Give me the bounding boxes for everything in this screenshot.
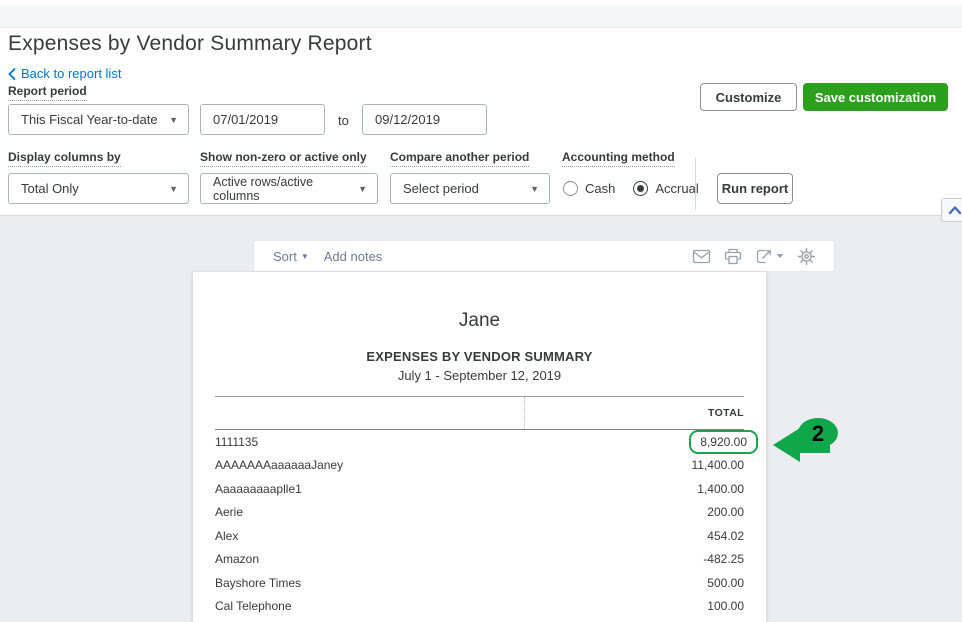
vendor-total[interactable]: 500.00 [707, 575, 744, 590]
collapse-panel-button[interactable] [941, 198, 962, 222]
date-from-value: 07/01/2019 [213, 112, 279, 127]
table-row: Bayshore Times 500.00 [215, 571, 744, 595]
vendor-name: 1111135 [215, 434, 259, 449]
chevron-down-icon: ▼ [169, 114, 178, 125]
save-customization-label: Save customization [814, 89, 937, 105]
vendor-name: Aaaaaaaaaplle1 [215, 481, 302, 496]
radio-circle-selected [633, 181, 649, 196]
show-nonzero-select[interactable]: Active rows/active columns ▼ [200, 173, 378, 204]
chevron-down-icon: ▼ [169, 183, 178, 194]
table-row: 1111135 8,920.00 [215, 429, 758, 454]
vendor-name: AAAAAAAaaaaaaJaney [215, 458, 344, 473]
compare-period-label: Compare another period [390, 150, 530, 167]
header-top-rule [215, 396, 744, 397]
accounting-method-label: Accounting method [562, 150, 675, 167]
chevron-down-icon: ▼ [300, 251, 309, 261]
chevron-down-icon: ▼ [358, 183, 367, 194]
column-separator [524, 397, 525, 429]
back-to-report-list-link[interactable]: Back to report list [8, 66, 121, 81]
customize-button[interactable]: Customize [700, 83, 797, 111]
filter-panel-divider [0, 215, 962, 216]
run-report-button[interactable]: Run report [717, 173, 793, 204]
vendor-name: Cal Telephone [215, 599, 292, 614]
vertical-divider [695, 158, 696, 210]
accrual-radio[interactable]: Accrual [633, 181, 699, 196]
sort-menu[interactable]: Sort ▼ [273, 249, 309, 264]
chevron-up-icon [948, 206, 962, 215]
vendor-total[interactable]: 11,400.00 [691, 458, 745, 473]
table-row: Aaaaaaaaaplle1 1,400.00 [215, 477, 744, 501]
radio-circle-unselected [563, 181, 578, 196]
report-period-subtitle: July 1 - September 12, 2019 [397, 368, 562, 383]
company-name: Jane [458, 310, 501, 331]
run-report-label: Run report [721, 181, 789, 196]
compare-period-select[interactable]: Select period ▼ [390, 173, 550, 204]
vendor-name: Alex [215, 528, 239, 543]
vendor-name: Amazon [215, 552, 260, 567]
chevron-down-icon [776, 254, 784, 258]
table-row: Cal Telephone 100.00 [215, 595, 744, 619]
step-annotation-arrow: 2 [773, 418, 838, 462]
vendor-name: Bayshore Times [215, 575, 302, 590]
chevron-down-icon: ▼ [530, 183, 539, 194]
table-row: AAAAAAAaaaaaaJaney 11,400.00 [215, 454, 744, 478]
vendor-total[interactable]: 454.02 [707, 528, 744, 543]
compare-period-value: Select period [403, 181, 479, 196]
date-range-joiner: to [338, 113, 349, 128]
vendor-total[interactable]: 8,920.00 [689, 429, 758, 454]
accrual-radio-label: Accrual [655, 181, 699, 196]
vendor-total[interactable]: 100.00 [707, 599, 744, 614]
add-notes-button[interactable]: Add notes [324, 249, 383, 264]
vendor-rows: 1111135 8,920.00 AAAAAAAaaaaaaJaney 11,4… [215, 429, 758, 619]
date-from-input[interactable]: 07/01/2019 [200, 104, 325, 135]
step-number: 2 [812, 421, 824, 446]
export-icon[interactable] [755, 248, 784, 265]
vendor-total[interactable]: -482.25 [703, 552, 744, 567]
show-nonzero-value: Active rows/active columns [213, 174, 314, 203]
report-period-select[interactable]: This Fiscal Year-to-date ▼ [8, 104, 189, 135]
save-customization-button[interactable]: Save customization [803, 83, 948, 111]
back-link-label: Back to report list [21, 66, 122, 81]
vendor-total[interactable]: 1,400.00 [697, 481, 744, 496]
settings-gear-icon[interactable] [797, 247, 816, 266]
cash-radio[interactable]: Cash [563, 181, 615, 196]
accounting-method-group: Cash Accrual [563, 181, 699, 196]
table-row: Amazon -482.25 [215, 548, 744, 572]
table-row: Aerie 200.00 [215, 501, 744, 525]
report-toolbar: Sort ▼ Add notes [253, 240, 835, 272]
vendor-total[interactable]: 200.00 [707, 505, 744, 520]
report-period-label: Report period [8, 84, 87, 101]
chevron-left-icon [8, 67, 16, 80]
display-columns-by-value: Total Only [21, 181, 79, 196]
total-column-header: TOTAL [707, 407, 744, 419]
add-notes-label: Add notes [323, 248, 383, 264]
customize-button-label: Customize [715, 89, 782, 105]
date-to-input[interactable]: 09/12/2019 [362, 104, 487, 135]
cash-radio-label: Cash [585, 181, 616, 196]
date-to-value: 09/12/2019 [375, 112, 441, 127]
show-nonzero-label: Show non-zero or active only [200, 150, 367, 167]
print-icon[interactable] [724, 248, 742, 265]
display-columns-by-select[interactable]: Total Only ▼ [8, 173, 189, 204]
header-bottom-rule [215, 429, 744, 430]
table-row: Alex 454.02 [215, 524, 744, 548]
report-title: EXPENSES BY VENDOR SUMMARY [366, 349, 593, 364]
email-icon[interactable] [692, 249, 711, 264]
vendor-name: Aerie [215, 505, 244, 520]
display-columns-by-label: Display columns by [8, 150, 121, 167]
sort-label: Sort [273, 248, 297, 264]
toolbar-icon-group [692, 247, 816, 266]
report-period-value: This Fiscal Year-to-date [21, 112, 158, 127]
top-band [0, 6, 962, 28]
report-paper: Jane EXPENSES BY VENDOR SUMMARY July 1 -… [193, 272, 766, 622]
page-title: Expenses by Vendor Summary Report [8, 32, 372, 55]
